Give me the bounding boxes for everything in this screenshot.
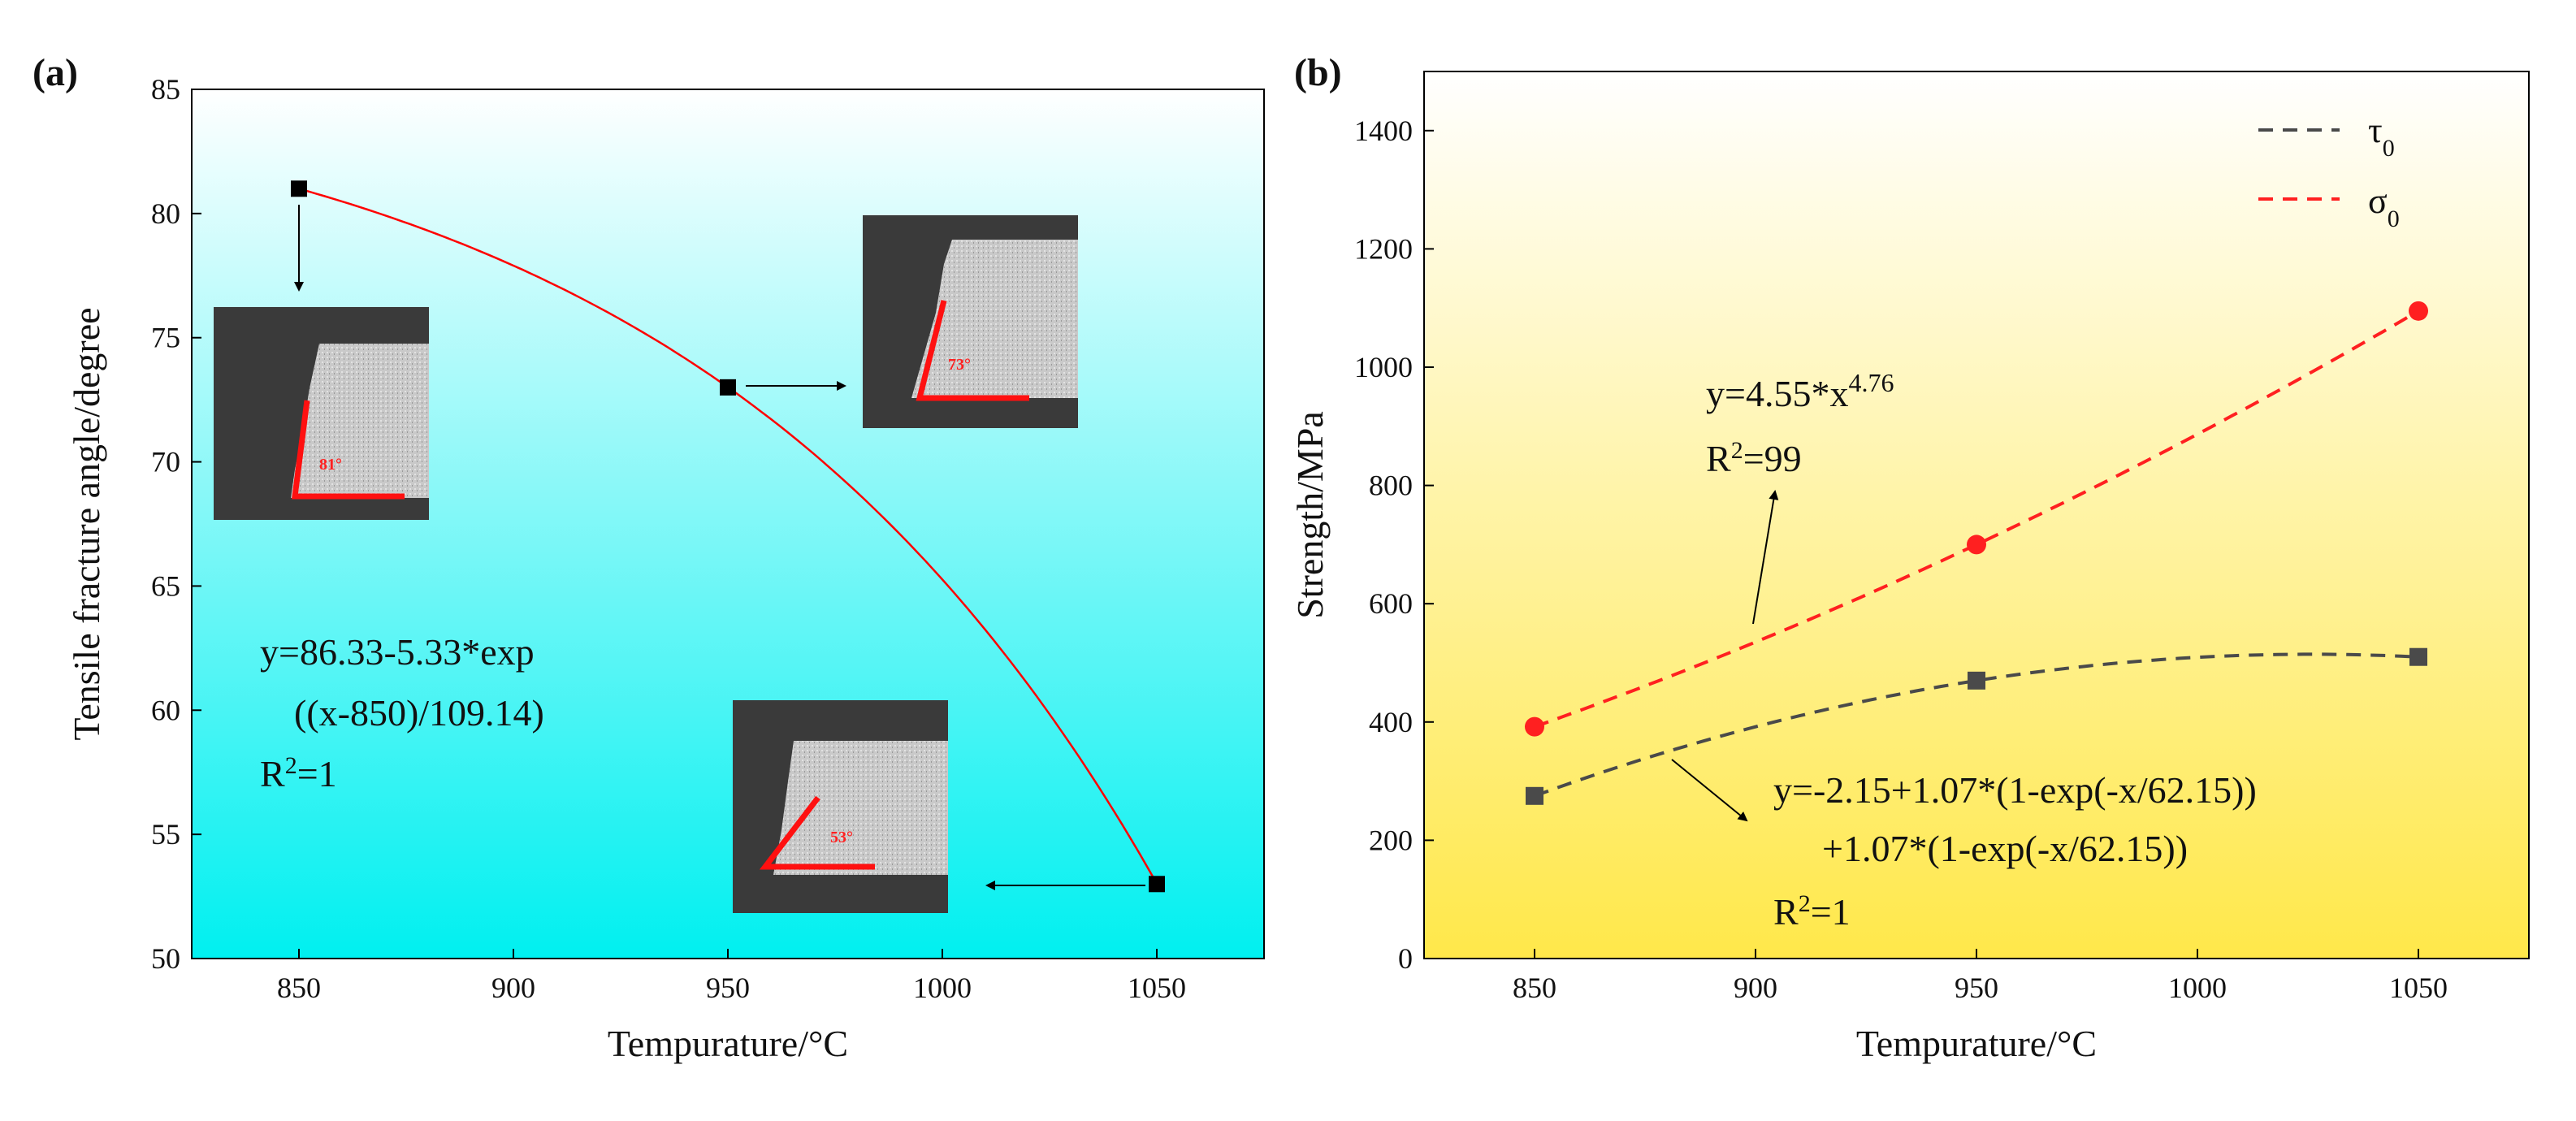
r2-superscript: 2: [1799, 890, 1811, 917]
angle-marker: [759, 795, 875, 870]
legend-sigma-symbol: σ: [2368, 181, 2388, 221]
equation-a-line1: y=86.33-5.33*exp: [260, 631, 535, 673]
y-tick-label: 0: [1398, 942, 1413, 975]
equation-sigma-r2: R2=99: [1706, 437, 1802, 480]
x-axis-ticks-b: 850 900 950 1000 1050: [1513, 949, 2448, 1004]
y-tick-label: 85: [151, 73, 180, 106]
y-tick-label: 55: [151, 818, 180, 850]
y-tick-label: 800: [1369, 470, 1413, 502]
y-tick-label: 200: [1369, 824, 1413, 856]
equation-a-line2: ((x-850)/109.14): [294, 692, 544, 734]
equation-tau: y=-2.15+1.07*(1-exp(-x/62.15)) +1.07*(1-…: [1773, 769, 2257, 933]
x-tick-label: 900: [491, 972, 535, 1004]
panel-a-label: (a): [32, 51, 78, 94]
x-axis-label-a: Tempurature/°C: [608, 1023, 848, 1064]
y-tick-label: 1400: [1354, 115, 1413, 147]
inset-angle-label: 81°: [319, 456, 342, 474]
equation-a: y=86.33-5.33*exp ((x-850)/109.14) R2=1: [260, 631, 544, 794]
sigma-eq-exponent: 4.76: [1848, 368, 1894, 397]
data-point-sigma: [1967, 535, 1986, 555]
angle-marker: [292, 400, 405, 500]
fracture-surface: [911, 240, 1078, 398]
x-tick-label: 1050: [2389, 972, 2448, 1004]
fracture-inset-53: 53°: [733, 700, 948, 913]
y-tick-label: 1000: [1354, 351, 1413, 383]
y-tick-label: 70: [151, 446, 180, 478]
y-tick-label: 400: [1369, 706, 1413, 738]
y-tick-label: 80: [151, 197, 180, 230]
equation-sigma-formula: y=4.55*x4.76: [1706, 368, 1894, 414]
r2-value: =1: [1811, 891, 1851, 933]
fracture-surface: [773, 741, 948, 875]
y-tick-label: 75: [151, 322, 180, 354]
data-point-sigma: [1525, 716, 1544, 737]
data-point-tau: [1968, 671, 1985, 690]
r2-value: =99: [1743, 438, 1802, 479]
y-axis-ticks-a: 50 55 60 65 70 75 80 85: [151, 73, 201, 975]
arrow-tau-equation: [1671, 759, 1748, 822]
legend-label-tau: τ0: [2368, 110, 2395, 162]
legend-label-sigma: σ0: [2368, 181, 2400, 232]
fit-curve-tau: [1534, 652, 2419, 798]
x-tick-label: 900: [1734, 972, 1777, 1004]
data-point-angle: [291, 180, 307, 197]
fracture-inset-81: 81°: [214, 307, 429, 520]
x-tick-label: 1000: [913, 972, 972, 1004]
legend: τ0 σ0: [2258, 110, 2400, 232]
data-point-angle: [1149, 876, 1165, 893]
inset-angle-label: 53°: [830, 829, 853, 846]
x-tick-label: 1000: [2168, 972, 2227, 1004]
equation-tau-r2: R2=1: [1773, 890, 1851, 933]
y-tick-label: 50: [151, 942, 180, 975]
data-point-tau: [2409, 647, 2427, 666]
y-axis-label-a: Tensile fracture angle/degree: [66, 307, 107, 740]
data-point-sigma: [2409, 301, 2428, 321]
r2-base: R: [260, 753, 285, 794]
x-axis-ticks-a: 850 900 950 1000 1050: [277, 949, 1186, 1004]
fracture-surface: [291, 344, 429, 498]
data-points-a: [291, 180, 1165, 893]
plot-b-frame: [1423, 71, 2530, 959]
plot-a-frame: [191, 89, 1265, 959]
equation-sigma: y=4.55*x4.76 R2=99: [1706, 368, 1894, 479]
x-tick-label: 950: [1955, 972, 1998, 1004]
fit-curve-sigma: [1534, 309, 2420, 729]
y-tick-label: 60: [151, 694, 180, 726]
r2-superscript: 2: [1731, 437, 1743, 464]
y-tick-label: 1200: [1354, 232, 1413, 265]
data-points-b: [1525, 301, 2428, 805]
y-tick-label: 65: [151, 569, 180, 602]
x-tick-label: 850: [1513, 972, 1556, 1004]
arrow-sigma-equation: [1752, 490, 1779, 625]
fracture-inset-73: 73°: [863, 215, 1078, 428]
r2-superscript: 2: [285, 752, 297, 779]
x-axis-label-b: Tempurature/°C: [1856, 1023, 2097, 1064]
r2-value: =1: [297, 753, 337, 794]
y-axis-ticks-b: 0 200 400 600 800 1000 1200 1400: [1354, 115, 1434, 975]
sigma-eq-base: y=4.55*x: [1706, 373, 1848, 414]
panel-a: (a) 50 55 60 65 70 75 80 85 850 900 950 1000 1050 8…: [32, 51, 1265, 1064]
y-axis-label-b: Strength/MPa: [1289, 411, 1331, 619]
legend-sigma-subscript: 0: [2388, 206, 2400, 232]
legend-tau-symbol: τ: [2368, 110, 2383, 150]
plot-b-background: [1424, 71, 2529, 959]
y-tick-label: 600: [1369, 587, 1413, 620]
x-tick-label: 950: [706, 972, 750, 1004]
inset-angle-label: 73°: [948, 356, 971, 374]
legend-tau-subscript: 0: [2383, 135, 2395, 162]
equation-tau-line1: y=-2.15+1.07*(1-exp(-x/62.15)): [1773, 769, 2257, 811]
r2-base: R: [1773, 891, 1799, 933]
x-tick-label: 1050: [1128, 972, 1186, 1004]
x-tick-label: 850: [277, 972, 321, 1004]
r2-base: R: [1706, 438, 1731, 479]
data-point-angle: [720, 379, 736, 396]
panel-b-label: (b): [1294, 51, 1342, 94]
data-point-tau: [1526, 786, 1543, 805]
equation-a-r2: R2=1: [260, 752, 337, 795]
plot-a-background: [192, 89, 1264, 959]
angle-marker: [916, 300, 1029, 401]
equation-tau-line2: +1.07*(1-exp(-x/62.15)): [1822, 828, 2188, 869]
